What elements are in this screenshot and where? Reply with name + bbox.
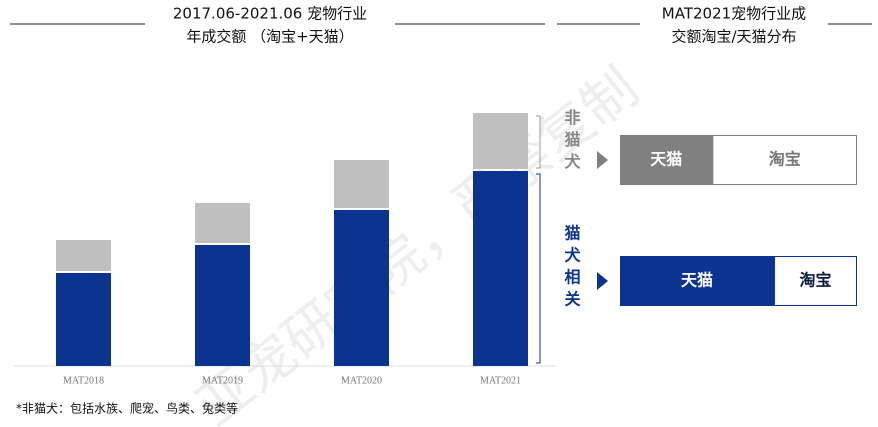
bar-segment (620, 256, 775, 306)
segment-label: 天猫 (650, 150, 682, 169)
arrow (597, 272, 608, 290)
arrow (597, 151, 608, 169)
legend-bracket (536, 173, 541, 364)
bar-segment (473, 113, 528, 169)
chart-title: 交额淘宝/天猫分布 (671, 28, 796, 46)
bar-segment (774, 256, 857, 306)
chart-title: 年成交额 （淘宝+天猫） (186, 28, 353, 46)
legend-label: 猫犬相关 (562, 224, 581, 313)
chart-title: MAT2021宠物行业成 (662, 5, 806, 23)
bar-segment (56, 240, 111, 271)
x-tick-label: MAT2021 (480, 375, 521, 386)
segment-label: 淘宝 (800, 271, 832, 290)
legend-label: 非猫犬 (562, 108, 581, 175)
bar-segment (56, 273, 111, 366)
x-tick-label: MAT2018 (63, 375, 104, 386)
bar-segment (473, 171, 528, 366)
chart-title: 2017.06-2021.06 宠物行业 (173, 5, 367, 23)
footnote: *非猫犬：包括水族、爬宠、鸟类、兔类等 (16, 401, 238, 416)
segment-label: 淘宝 (769, 150, 801, 169)
legend-bracket (536, 115, 541, 169)
bar-segment (334, 210, 389, 366)
bar-segment (712, 135, 857, 185)
x-tick-label: MAT2019 (202, 375, 243, 386)
bar-segment (620, 135, 713, 185)
x-tick-label: MAT2020 (341, 375, 382, 386)
segment-label: 天猫 (681, 271, 713, 290)
bar-segment (334, 160, 389, 208)
bar-segment (195, 245, 250, 366)
bar-segment (195, 203, 250, 243)
